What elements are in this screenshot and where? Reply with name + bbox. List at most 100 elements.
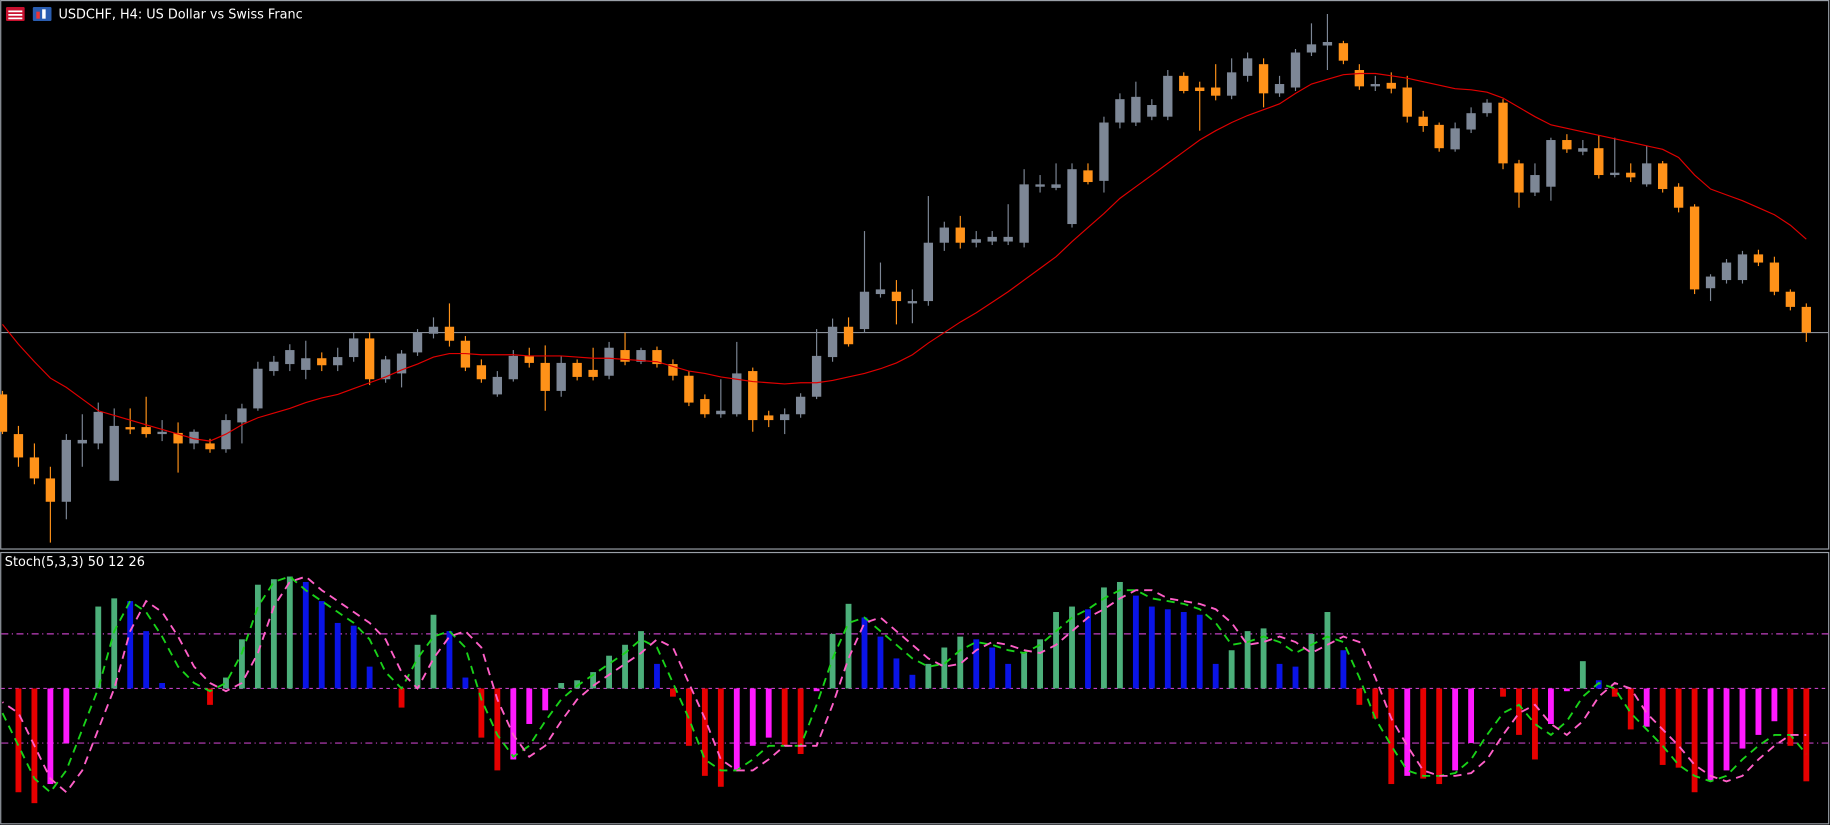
histogram-bar xyxy=(111,598,118,689)
candle-body xyxy=(428,326,439,334)
main-panel-border xyxy=(0,0,1830,550)
histogram-bar xyxy=(877,636,884,689)
moving-average xyxy=(2,72,1807,442)
histogram-bar xyxy=(1532,688,1538,760)
candle-body xyxy=(1418,116,1428,127)
histogram-bar xyxy=(590,672,597,689)
candle-body xyxy=(1514,163,1524,193)
icon-bar xyxy=(36,11,40,19)
histogram-bar xyxy=(494,688,501,771)
candle-body xyxy=(1338,43,1349,61)
histogram-bar xyxy=(909,674,916,689)
histogram-bar xyxy=(574,680,581,689)
histogram-bar xyxy=(127,601,134,689)
toolbar-icons[interactable] xyxy=(5,7,52,22)
histogram-bar xyxy=(1500,688,1506,697)
candle-body xyxy=(540,362,550,391)
histogram-bar xyxy=(159,683,166,689)
candle-body xyxy=(1546,140,1556,187)
candle-body xyxy=(1673,186,1684,208)
histogram-bar xyxy=(1244,631,1251,689)
candle-body xyxy=(364,338,375,380)
histogram-bar xyxy=(207,688,213,705)
histogram-bar xyxy=(478,688,485,738)
histogram-bar xyxy=(1069,606,1075,689)
histogram-bar xyxy=(398,688,405,708)
candle-body xyxy=(269,361,279,372)
histogram-bar xyxy=(1164,609,1171,689)
histogram-bar xyxy=(749,688,756,746)
candle-body xyxy=(971,239,981,243)
histogram-bar xyxy=(239,639,245,689)
histogram-bar xyxy=(1180,612,1187,689)
candle-body xyxy=(1386,82,1396,89)
histogram-bar xyxy=(1452,688,1459,771)
candle-body xyxy=(1466,113,1476,130)
candle-body xyxy=(1753,254,1764,263)
candle-body xyxy=(13,434,24,458)
histogram-bar xyxy=(1212,663,1219,689)
candle-body xyxy=(412,332,423,353)
candle-body xyxy=(987,236,997,242)
candle-body xyxy=(317,358,327,366)
candle-body xyxy=(1051,184,1061,188)
histogram-bar xyxy=(270,579,277,689)
histogram-bar xyxy=(1803,688,1810,782)
histogram-bar xyxy=(1372,688,1379,719)
candle-body xyxy=(588,369,598,377)
candle-body xyxy=(1402,87,1412,117)
histogram-bar xyxy=(941,647,948,689)
candle-body xyxy=(333,357,343,366)
histogram-bar xyxy=(1260,628,1267,689)
histogram-bar xyxy=(1659,688,1666,765)
histogram-bar xyxy=(1276,663,1283,689)
candle-body xyxy=(572,362,582,377)
candle-body xyxy=(109,425,119,481)
candle-body xyxy=(1019,184,1029,243)
histogram-bar xyxy=(1691,688,1698,793)
histogram-bar xyxy=(1707,688,1714,782)
candle-body xyxy=(668,364,678,376)
histogram-bar xyxy=(47,688,54,785)
candle-body xyxy=(1099,122,1109,181)
histogram-bar xyxy=(925,663,932,689)
candle-body xyxy=(492,376,503,395)
candle-body xyxy=(1322,42,1333,46)
icon-bar xyxy=(42,9,46,19)
icon-line xyxy=(8,17,23,20)
histogram-bar xyxy=(1643,688,1650,727)
candle-body xyxy=(1657,163,1668,190)
histogram-bar xyxy=(462,677,469,689)
histogram-bar xyxy=(526,688,533,724)
candle-body xyxy=(780,414,790,421)
candle-body xyxy=(205,443,215,450)
candle-body xyxy=(1258,64,1269,94)
histogram-bar xyxy=(1324,612,1331,689)
histogram-bar xyxy=(334,622,341,689)
candle-body xyxy=(955,227,965,243)
histogram-bar xyxy=(143,631,150,689)
histogram-bar xyxy=(893,658,900,689)
candle-body xyxy=(1083,170,1093,183)
candle-body xyxy=(843,326,854,345)
stoch-panel-border xyxy=(0,551,1830,825)
candle-body xyxy=(396,353,407,374)
histogram-bar xyxy=(430,614,437,689)
histogram-bar xyxy=(63,688,70,744)
candle-body xyxy=(1131,96,1141,123)
candle-body xyxy=(907,301,918,304)
histogram-bar xyxy=(1436,688,1443,785)
histogram-bar xyxy=(15,688,22,793)
candle-body xyxy=(349,338,359,358)
candle-body xyxy=(939,227,949,243)
histogram-bar xyxy=(446,631,453,689)
candle-body xyxy=(29,457,40,479)
candle-body xyxy=(684,375,694,403)
histogram-bar xyxy=(1547,688,1554,724)
candle-body xyxy=(827,326,838,358)
histogram-bar xyxy=(1196,614,1203,689)
histogram-bar xyxy=(366,666,373,689)
candle-body xyxy=(875,289,886,295)
candle-body xyxy=(189,431,199,444)
